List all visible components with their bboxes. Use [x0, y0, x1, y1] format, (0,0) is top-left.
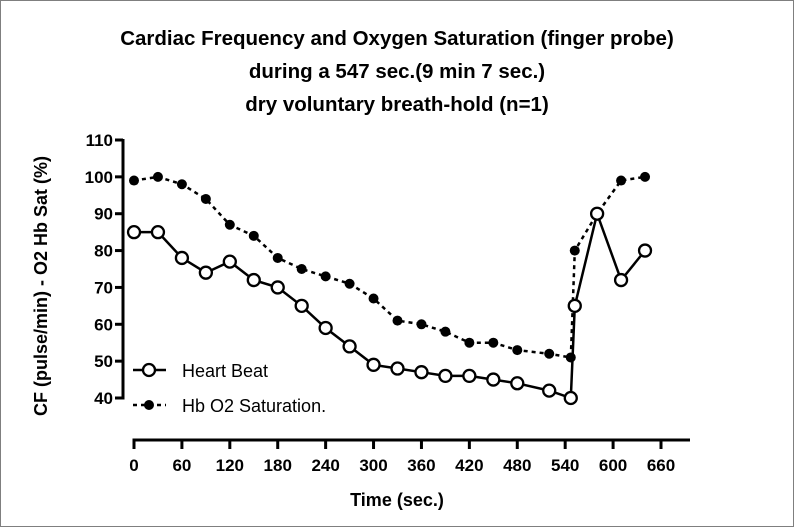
- x-tick-label: 0: [129, 456, 138, 475]
- legend-marker-hb-o2-saturation: [144, 400, 154, 410]
- hb-o2-saturation-point: [368, 293, 379, 304]
- heart-beat-point: [589, 206, 605, 221]
- hb-o2-saturation-point: [248, 230, 259, 241]
- legend-label-heart-beat: Heart Beat: [182, 361, 268, 381]
- heart-beat-point: [150, 224, 166, 240]
- hb-o2-saturation-point: [200, 193, 211, 204]
- x-tick-label: 480: [503, 456, 531, 475]
- hb-o2-saturation-point: [296, 264, 307, 274]
- heart-beat-point: [510, 376, 525, 391]
- heart-beat-point: [174, 250, 190, 266]
- heart-beat-point: [438, 368, 453, 384]
- hb-o2-saturation-point: [224, 219, 235, 230]
- chart-title-line-1: Cardiac Frequency and Oxygen Saturation …: [120, 27, 674, 50]
- hb-o2-saturation-point: [488, 337, 499, 348]
- heart-beat-point: [222, 254, 237, 269]
- heart-beat-point: [637, 243, 653, 258]
- y-tick-label: 40: [94, 389, 113, 408]
- hb-o2-saturation-point: [344, 278, 355, 289]
- hb-o2-saturation-point: [565, 352, 576, 363]
- hb-o2-saturation-point: [416, 319, 427, 330]
- heart-beat-point: [270, 280, 285, 295]
- heart-beat-point: [542, 383, 557, 398]
- y-tick-label: 70: [94, 278, 113, 297]
- hb-o2-saturation-point: [569, 245, 580, 256]
- legend-marker-heart-beat: [141, 362, 157, 378]
- hb-o2-saturation-point: [464, 337, 475, 348]
- series-line-hb-o2-saturation: [133, 175, 646, 359]
- heart-beat-point: [563, 390, 578, 406]
- heart-beat-point: [294, 298, 309, 314]
- hb-o2-saturation-point: [640, 171, 651, 182]
- heart-beat-point: [390, 361, 405, 376]
- x-tick-label: 600: [599, 456, 627, 475]
- x-tick-label: 120: [216, 456, 244, 475]
- heart-beat-point: [342, 339, 357, 354]
- x-tick-label: 180: [264, 456, 292, 475]
- x-tick-label: 360: [407, 456, 435, 475]
- heart-beat-point: [198, 265, 214, 280]
- heart-beat-point: [318, 320, 333, 336]
- heart-beat-point: [613, 272, 629, 288]
- x-tick-label: 240: [311, 456, 339, 475]
- x-tick-label: 300: [359, 456, 387, 475]
- hb-o2-saturation-point: [176, 179, 187, 190]
- heart-beat-point: [126, 224, 142, 240]
- y-tick-label: 100: [85, 168, 113, 187]
- hb-o2-saturation-point: [544, 348, 555, 359]
- heart-beat-point: [366, 357, 381, 372]
- hb-o2-saturation-point: [152, 171, 163, 182]
- x-axis-label: Time (sec.): [350, 490, 444, 510]
- heart-beat-point: [246, 272, 261, 288]
- y-tick-label: 110: [86, 131, 113, 150]
- y-tick-label: 80: [94, 242, 113, 261]
- hb-o2-saturation-point: [512, 345, 523, 356]
- heart-beat-point: [486, 372, 501, 387]
- heart-beat-point: [414, 365, 429, 380]
- legend-label-hb-o2-saturation: Hb O2 Saturation.: [182, 396, 326, 416]
- x-tick-label: 660: [647, 456, 675, 475]
- hb-o2-saturation-point: [440, 326, 451, 337]
- hb-o2-saturation-point: [272, 252, 283, 263]
- heart-beat-point: [567, 298, 582, 314]
- x-tick-label: 540: [551, 456, 579, 475]
- y-tick-label: 50: [94, 352, 113, 371]
- hb-o2-saturation-point: [616, 175, 627, 186]
- x-tick-label: 60: [172, 456, 191, 475]
- hb-o2-saturation-point: [320, 271, 331, 282]
- hb-o2-saturation-point: [392, 315, 403, 326]
- y-tick-label: 90: [94, 205, 113, 224]
- legend: Heart Beat Hb O2 Saturation.: [133, 361, 326, 416]
- x-tick-label: 420: [455, 456, 483, 475]
- chart-title-line-2: during a 547 sec.(9 min 7 sec.): [249, 60, 545, 83]
- hb-o2-saturation-point: [129, 175, 139, 186]
- y-axis-label: CF (pulse/min) - O2 Hb Sat (%): [31, 156, 51, 416]
- heart-beat-point: [462, 368, 477, 384]
- chart-title-line-3: dry voluntary breath-hold (n=1): [245, 93, 549, 116]
- y-tick-label: 60: [94, 315, 113, 334]
